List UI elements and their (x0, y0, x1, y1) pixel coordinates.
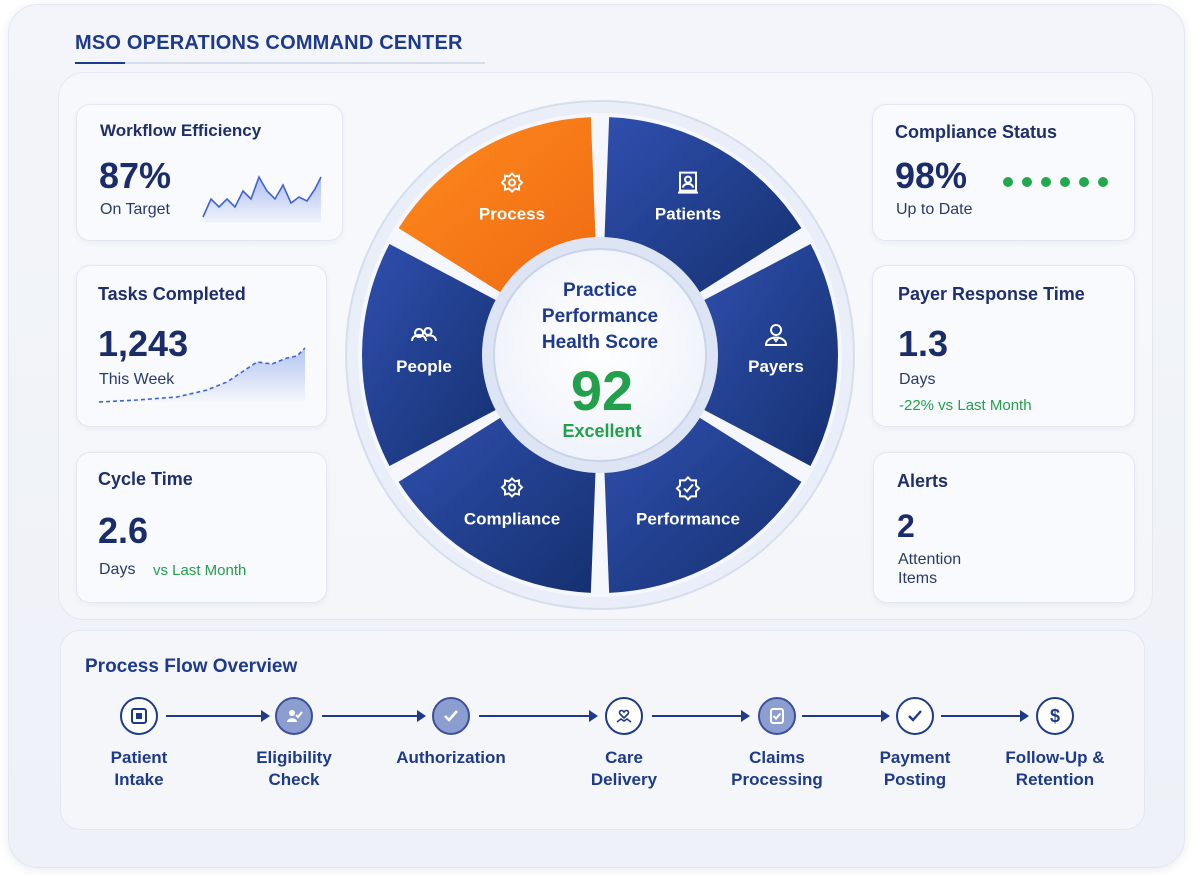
workflow-efficiency-status: On Target (100, 201, 170, 218)
step-label-line1: Authorization (396, 748, 506, 767)
cycle-time-value: 2.6 (98, 510, 149, 551)
alerts-card[interactable]: Alerts 2 Attention Items (873, 452, 1135, 603)
claims-icon (758, 697, 796, 735)
status-dot (1041, 177, 1051, 187)
cycle-time-unit: Days (99, 561, 136, 578)
step-label-line2: Retention (1015, 770, 1095, 789)
status-dot (1060, 177, 1070, 187)
check-icon (432, 697, 470, 735)
tasks-completed-period: This Week (99, 371, 175, 388)
tasks-completed-card[interactable]: Tasks Completed 1,243 This Week (76, 265, 327, 427)
flow-arrow (479, 710, 598, 722)
center-title-line3: Health Score (542, 332, 658, 353)
card-title: Workflow Efficiency (100, 121, 262, 140)
wheel-segment-label: Compliance (464, 509, 560, 528)
flow-arrow (166, 710, 270, 722)
page-title: MSO OPERATIONS COMMAND CENTER (75, 32, 463, 54)
alerts-label-line2: Items (898, 570, 938, 587)
step-label-line2: Intake (114, 770, 164, 789)
gear-icon (500, 172, 524, 193)
status-dot (1098, 177, 1108, 187)
card-title: Compliance Status (895, 122, 1058, 142)
wheel-chart: People Process Patients Payers Performance Co… (345, 100, 855, 610)
badge-icon (675, 476, 701, 501)
step-label-line2: Check (268, 770, 320, 789)
step-label-line1: Claims (749, 748, 805, 767)
people-icon (411, 327, 437, 342)
status-dot (1079, 177, 1089, 187)
flow-arrow (941, 710, 1029, 722)
dollar-icon: $ (1036, 697, 1074, 735)
eligibility-icon (275, 697, 313, 735)
tasks-sparkline (98, 347, 306, 403)
health-score-rating: Excellent (562, 421, 641, 441)
step-label-line2: Processing (731, 770, 823, 789)
workflow-efficiency-value: 87% (99, 155, 172, 196)
step-label-line2: Delivery (590, 770, 658, 789)
compliance-status-text: Up to Date (896, 201, 973, 218)
header-divider (75, 62, 485, 64)
header-divider-accent (75, 62, 125, 64)
wheel-segment-people[interactable] (362, 243, 501, 467)
payer-response-card[interactable]: Payer Response Time 1.3 Days -22% vs Las… (872, 265, 1135, 427)
process-flow-title: Process Flow Overview (85, 656, 298, 677)
tasks-completed-value: 1,243 (98, 323, 189, 364)
payer-response-unit: Days (899, 371, 936, 388)
center-title-line1: Practice (563, 280, 637, 301)
flow-arrow (322, 710, 426, 722)
payer-response-value: 1.3 (898, 323, 949, 364)
compliance-status-value: 98% (895, 155, 968, 196)
check-circle-icon (896, 697, 934, 735)
center-title-line2: Performance (542, 306, 658, 327)
step-label-line1: Patient (110, 748, 168, 767)
compliance-status-card[interactable]: Compliance Status 98% Up to Date (872, 104, 1135, 241)
payer-response-delta: -22% vs Last Month (899, 397, 1032, 414)
gear-icon (500, 477, 524, 498)
alerts-label-line1: Attention (898, 551, 962, 568)
compliance-indicator-dots (1003, 177, 1117, 187)
step-label-line1: Payment (879, 748, 951, 767)
status-dot (1003, 177, 1013, 187)
card-title: Payer Response Time (898, 284, 1085, 304)
wheel-segment-label: People (396, 357, 452, 376)
wheel-segment-label: Payers (748, 357, 804, 376)
flow-arrow (652, 710, 750, 722)
health-score-wheel: People Process Patients Payers Performance Co… (340, 95, 860, 615)
step-label-line1: Care (605, 748, 643, 767)
cycle-time-card[interactable]: Cycle Time 2.6 Days vs Last Month (76, 452, 327, 603)
health-score-value: 92 (571, 359, 633, 422)
alerts-count: 2 (897, 508, 915, 544)
card-title: Tasks Completed (98, 284, 246, 304)
patient-icon (678, 171, 698, 194)
process-flow-panel (60, 630, 1145, 830)
intake-icon (120, 697, 158, 735)
workflow-sparkline (202, 175, 322, 223)
step-label-line1: Eligibility (256, 748, 332, 767)
step-label-line2: Posting (883, 770, 947, 789)
cycle-time-delta: vs Last Month (153, 562, 247, 579)
care-icon (605, 697, 643, 735)
wheel-segment-label: Performance (636, 509, 740, 528)
wheel-segment-label: Process (479, 205, 545, 224)
wheel-segment-payers[interactable] (699, 243, 838, 467)
payer-icon (764, 324, 788, 346)
flow-arrow (802, 710, 890, 722)
card-title: Alerts (897, 471, 949, 491)
wheel-segment-labels: People Process Patients Payers Performance Co… (396, 171, 804, 528)
wheel-segment-label: Patients (655, 205, 721, 224)
step-label-line1: Follow-Up & (1005, 748, 1105, 767)
card-title: Cycle Time (98, 469, 193, 489)
status-dot (1022, 177, 1032, 187)
workflow-efficiency-card[interactable]: Workflow Efficiency 87% On Target (76, 104, 343, 241)
